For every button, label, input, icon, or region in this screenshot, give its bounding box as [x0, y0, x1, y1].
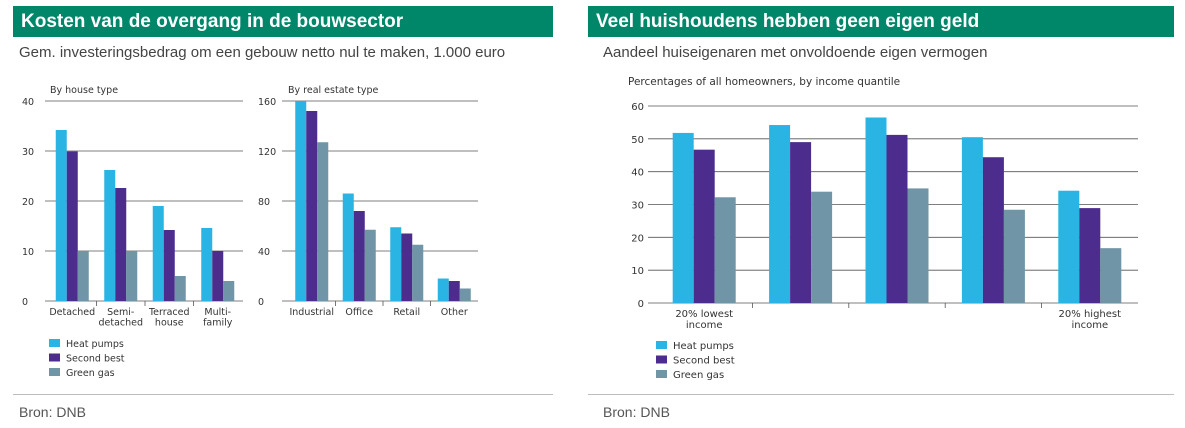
real-estate-x-tick-label: Office	[345, 307, 373, 318]
income-bar-green-gas	[811, 191, 833, 303]
left-legend-swatch	[49, 368, 60, 376]
right-legend-label: Green gas	[673, 370, 724, 381]
real-estate-bar-second-best	[401, 233, 413, 301]
real-estate-bar-green-gas	[459, 288, 471, 301]
real-estate-x-tick-label: Other	[441, 307, 468, 318]
house-y-tick-label: 10	[22, 247, 34, 258]
real-estate-y-tick-label: 40	[258, 247, 270, 258]
income-y-tick-label: 60	[631, 102, 644, 113]
income-y-tick-label: 50	[631, 135, 644, 146]
income-bar-green-gas	[1003, 209, 1025, 303]
house-y-tick-label: 40	[22, 97, 34, 108]
real-estate-chart-title: By real estate type	[288, 85, 378, 96]
house-bar-second-best	[212, 251, 224, 301]
house-bar-heat-pumps	[55, 130, 67, 301]
right-chart: Percentages of all homeowners, by income…	[628, 76, 1138, 381]
house-x-tick-label: Multi-	[204, 307, 231, 318]
left-panel-title: Kosten van de overgang in de bouwsector	[13, 6, 553, 37]
right-legend-swatch	[656, 341, 667, 349]
real-estate-bar-heat-pumps	[390, 227, 402, 301]
real-estate-bar-second-best	[448, 281, 460, 301]
income-bar-second-best	[693, 149, 715, 303]
house-bar-second-best	[163, 230, 175, 301]
income-bar-heat-pumps	[1058, 190, 1080, 303]
real-estate-y-tick-label: 120	[258, 147, 276, 158]
right-panel-subtitle: Aandeel huiseigenaren met onvoldoende ei…	[603, 44, 988, 61]
income-bar-green-gas	[714, 197, 736, 303]
real-estate-bar-heat-pumps	[437, 278, 449, 301]
left-panel: Kosten van de overgang in de bouwsector …	[0, 0, 566, 428]
real-estate-bar-green-gas	[412, 244, 424, 301]
income-y-tick-label: 30	[631, 201, 644, 212]
right-source-divider	[588, 394, 1174, 395]
real-estate-y-tick-label: 80	[258, 197, 270, 208]
real-estate-y-tick-label: 160	[258, 97, 276, 108]
income-bar-heat-pumps	[865, 117, 887, 303]
house-bar-heat-pumps	[104, 170, 116, 301]
house-y-tick-label: 0	[22, 297, 28, 308]
income-bar-second-best	[790, 142, 812, 303]
house-bar-green-gas	[126, 251, 138, 301]
income-x-tick-label: income	[686, 320, 723, 331]
house-x-tick-label: Semi-	[107, 307, 134, 318]
real-estate-bar-second-best	[306, 111, 318, 301]
real-estate-x-tick-label: Retail	[393, 307, 420, 318]
income-x-tick-label: income	[1071, 320, 1108, 331]
house-chart-title: By house type	[50, 85, 118, 96]
house-x-tick-label: Detached	[49, 307, 95, 318]
house-x-tick-label: house	[155, 318, 184, 329]
right-source: Bron: DNB	[603, 404, 670, 420]
left-legend-swatch	[49, 339, 60, 347]
income-bar-heat-pumps	[769, 125, 791, 303]
income-bar-heat-pumps	[961, 137, 983, 303]
house-bar-heat-pumps	[201, 228, 213, 301]
left-source-divider	[13, 394, 553, 395]
income-bar-heat-pumps	[672, 132, 694, 303]
house-bar-green-gas	[77, 251, 89, 301]
house-bar-heat-pumps	[152, 206, 164, 301]
left-source: Bron: DNB	[19, 404, 86, 420]
house-bar-green-gas	[223, 281, 235, 301]
house-x-tick-label: Terraced	[148, 307, 190, 318]
house-bar-green-gas	[174, 276, 186, 301]
real-estate-bar-heat-pumps	[342, 193, 354, 301]
right-legend-label: Second best	[673, 356, 735, 367]
income-bar-second-best	[982, 157, 1004, 303]
income-chart-title: Percentages of all homeowners, by income…	[628, 76, 900, 88]
house-bar-second-best	[66, 151, 78, 301]
right-panel: Veel huishoudens hebben geen eigen geld …	[588, 0, 1174, 428]
income-bar-green-gas	[1100, 248, 1122, 303]
income-y-tick-label: 10	[631, 266, 644, 277]
income-y-tick-label: 40	[631, 168, 644, 179]
real-estate-bar-second-best	[353, 211, 365, 301]
income-bar-green-gas	[907, 188, 929, 303]
house-bar-second-best	[115, 188, 127, 301]
left-legend-label: Green gas	[66, 368, 115, 379]
income-x-tick-label: 20% lowest	[675, 309, 733, 320]
real-estate-x-tick-label: Industrial	[289, 307, 334, 318]
real-estate-bar-green-gas	[364, 229, 376, 301]
house-y-tick-label: 20	[22, 197, 34, 208]
income-bar-second-best	[886, 134, 908, 303]
income-x-tick-label: 20% highest	[1059, 309, 1122, 320]
real-estate-bar-heat-pumps	[295, 101, 307, 301]
house-y-tick-label: 30	[22, 147, 34, 158]
house-x-tick-label: detached	[98, 318, 143, 329]
income-bar-second-best	[1079, 208, 1101, 303]
house-x-tick-label: family	[203, 318, 233, 329]
income-y-tick-label: 0	[638, 299, 644, 310]
left-legend-swatch	[49, 353, 60, 362]
income-y-tick-label: 20	[631, 233, 644, 244]
left-charts: By house type 0 10 20 30 40 Detached Semi-detac…	[22, 85, 478, 379]
left-legend-label: Heat pumps	[66, 339, 124, 350]
left-legend-label: Second best	[66, 354, 125, 365]
right-legend-swatch	[656, 355, 667, 364]
right-panel-title: Veel huishoudens hebben geen eigen geld	[588, 6, 1174, 37]
right-legend-swatch	[656, 370, 667, 378]
real-estate-bar-green-gas	[317, 142, 329, 301]
right-legend-label: Heat pumps	[673, 341, 734, 352]
left-panel-subtitle: Gem. investeringsbedrag om een gebouw ne…	[19, 44, 506, 61]
real-estate-y-tick-label: 0	[258, 297, 264, 308]
